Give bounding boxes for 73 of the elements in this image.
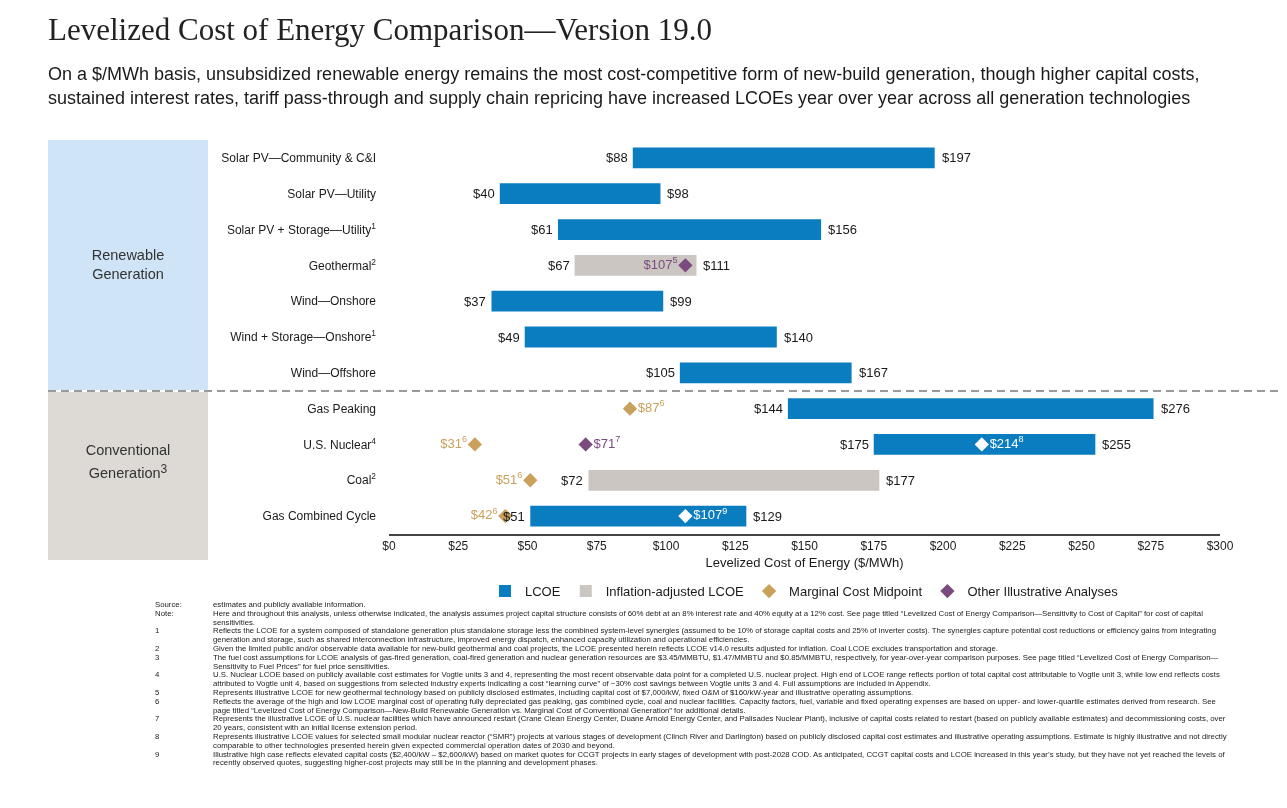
data-label: $107$^{9}$ [693,505,728,523]
x-tick-label: $300 [1206,539,1234,554]
data-label: $107$^{5}$ [643,255,678,272]
y-tick-label: U.S. Nuclear$^{4}$ [303,435,377,452]
bar [787,398,1154,420]
text: Renewable Generation [90,246,166,284]
data-label: $42$^{6}$ [470,505,498,523]
y-tick-label: Wind + Storage—Onshore$^{1}$ [230,328,377,345]
annotation: $88 [606,150,628,165]
annotation: $276 [1161,401,1190,416]
legend-label: LCOE [525,584,561,600]
y-tick-label: Coal$^{2}$ [346,471,377,488]
annotation: $177 [886,473,915,488]
y-tick-label: Wind—Onshore [290,294,377,309]
annotation: $105 [646,365,675,380]
bar [632,147,935,169]
x-tick-label: $250 [1068,539,1096,554]
y-tick-label: Geothermal$^{2}$ [308,256,377,273]
data-label: $71$^{7}$ [593,434,621,451]
x-tick-label: $275 [1137,539,1165,554]
annotation: $129 [753,509,782,524]
chart-title: Levelized Cost of Energy Comparison—Version 19.0 [48,12,713,48]
y-tick-label: Gas Peaking [307,401,376,416]
legend-label: Inflation-adjusted LCOE [605,584,745,600]
bar [679,362,852,384]
x-axis-title: Levelized Cost of Energy ($/MWh) [705,555,904,571]
annotation: $98 [667,186,689,201]
x-tick-label: $50 [517,539,538,554]
annotation: $167 [859,365,888,380]
bar [557,219,822,240]
x-tick-label: $100 [652,539,680,554]
chart-subtitle: On a $/MWh basis, unsubsidized renewable energy remains the most cost-competitive form of new-build generation, though higher capital costs, sustained interest rates, tariff pass-through and supply chain repricing have increased LCOEs year over year across all generation technologies [48,63,1201,110]
x-tick-label: $0 [382,539,396,554]
x-tick-label: $25 [448,539,469,554]
annotation: $40 [473,186,495,201]
annotation: $99 [670,294,692,309]
bar [524,326,777,348]
bar [491,290,664,312]
y-tick-label: Solar PV + Storage—Utility$^{1}$ [226,220,377,237]
annotation: $175 [840,437,869,452]
x-tick-label: $75 [586,539,608,554]
data-label: $31$^{6}$ [440,434,467,451]
annotation: $140 [784,330,813,345]
x-tick-label: $200 [929,539,957,554]
annotation: $67 [548,258,570,273]
annotation: $37 [464,294,486,309]
annotation: $255 [1102,437,1131,452]
data-label: $87$^{6}$ [637,398,665,415]
annotation: $156 [828,222,857,237]
annotation: $197 [942,150,971,165]
bar [574,254,697,276]
data-label: $214$^{8}$ [989,434,1024,451]
y-tick-label: Wind—Offshore [290,366,377,381]
annotation: $49 [498,330,520,345]
bar [530,505,747,527]
y-tick-label: Solar PV—Utility [287,186,376,201]
x-tick-label: $125 [721,539,749,554]
bar [873,434,1096,455]
annotation: $111 [703,258,730,273]
legend-label: Other Illustrative Analyses [967,584,1119,600]
legend-label: Marginal Cost Midpoint [789,584,923,600]
text: Conventional Generation$^{3}$ [84,440,172,484]
bar [499,183,661,205]
annotation: $61 [531,222,553,237]
y-tick-label: Gas Combined Cycle [262,509,377,524]
data-label: $51$^{6}$ [495,470,523,487]
bar [588,469,880,491]
annotation: $72 [561,473,583,488]
annotation: $144 [754,401,783,416]
x-tick-label: $175 [860,539,888,554]
y-tick-label: Solar PV—Community & C&I [221,151,376,166]
x-tick-label: $225 [998,539,1026,554]
x-tick-label: $150 [791,539,819,554]
